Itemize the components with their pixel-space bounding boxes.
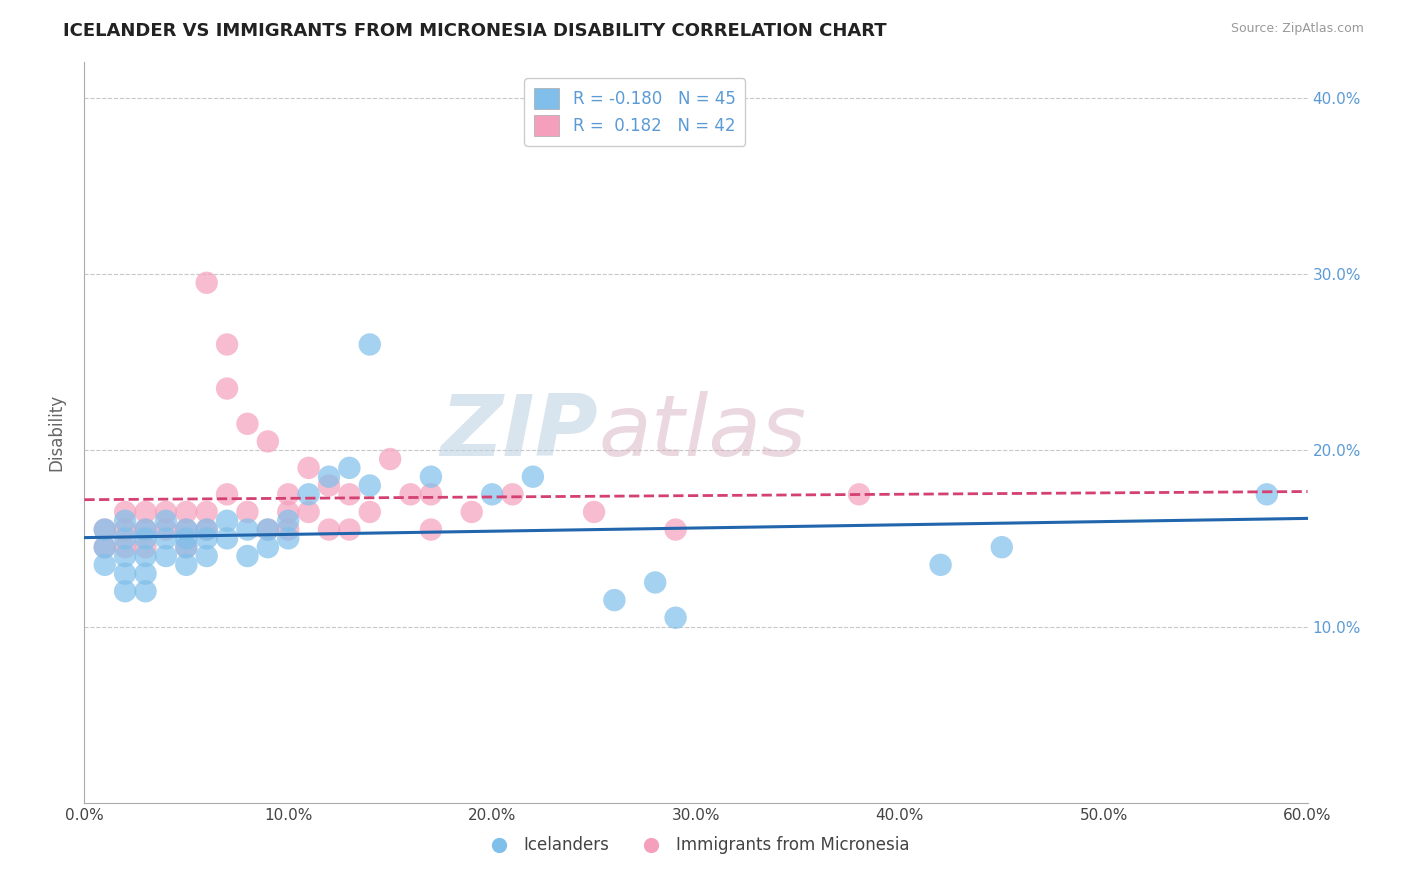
Point [603, 593, 626, 607]
Text: ICELANDER VS IMMIGRANTS FROM MICRONESIA DISABILITY CORRELATION CHART: ICELANDER VS IMMIGRANTS FROM MICRONESIA … [63, 22, 887, 40]
Point [991, 540, 1014, 554]
Point [339, 461, 361, 475]
Point [155, 505, 177, 519]
Point [195, 276, 218, 290]
Point [114, 532, 136, 546]
Text: atlas: atlas [598, 391, 806, 475]
Text: Source: ZipAtlas.com: Source: ZipAtlas.com [1230, 22, 1364, 36]
Point [155, 514, 177, 528]
Point [174, 558, 197, 572]
Point [420, 487, 443, 501]
Point [236, 417, 259, 431]
Point [359, 337, 381, 351]
Point [665, 610, 688, 624]
Point [174, 523, 197, 537]
Point [318, 478, 340, 492]
Point [114, 505, 136, 519]
Point [174, 505, 197, 519]
Point [195, 549, 218, 563]
Y-axis label: Disability: Disability [48, 394, 66, 471]
Point [217, 487, 239, 501]
Point [155, 523, 177, 537]
Point [522, 469, 544, 483]
Point [461, 505, 484, 519]
Point [359, 478, 381, 492]
Point [277, 523, 299, 537]
Point [217, 514, 239, 528]
Point [257, 540, 280, 554]
Point [195, 523, 218, 537]
Point [318, 523, 340, 537]
Point [135, 523, 157, 537]
Point [174, 540, 197, 554]
Point [217, 532, 239, 546]
Point [114, 514, 136, 528]
Point [135, 566, 157, 581]
Point [502, 487, 524, 501]
Point [114, 549, 136, 563]
Point [195, 532, 218, 546]
Point [380, 452, 402, 467]
Point [277, 532, 299, 546]
Point [481, 487, 503, 501]
Point [135, 505, 157, 519]
Point [93, 558, 115, 572]
Point [399, 487, 422, 501]
Point [257, 523, 280, 537]
Point [135, 532, 157, 546]
Point [277, 505, 299, 519]
Point [644, 575, 666, 590]
Point [236, 549, 259, 563]
Point [583, 505, 606, 519]
Point [135, 523, 157, 537]
Point [339, 487, 361, 501]
Point [277, 514, 299, 528]
Point [155, 549, 177, 563]
Point [174, 532, 197, 546]
Point [155, 532, 177, 546]
Point [174, 523, 197, 537]
Point [665, 523, 688, 537]
Point [93, 540, 115, 554]
Point [339, 523, 361, 537]
Point [298, 487, 321, 501]
Point [848, 487, 870, 501]
Point [93, 523, 115, 537]
Point [318, 469, 340, 483]
Point [298, 461, 321, 475]
Point [135, 540, 157, 554]
Point [1256, 487, 1278, 501]
Point [236, 523, 259, 537]
Point [420, 469, 443, 483]
Point [236, 505, 259, 519]
Point [298, 505, 321, 519]
Point [114, 566, 136, 581]
Point [217, 382, 239, 396]
Point [257, 434, 280, 449]
Point [257, 523, 280, 537]
Point [135, 549, 157, 563]
Point [359, 505, 381, 519]
Point [217, 337, 239, 351]
Point [93, 523, 115, 537]
Point [174, 540, 197, 554]
Point [135, 584, 157, 599]
Point [114, 523, 136, 537]
Point [114, 540, 136, 554]
Point [93, 540, 115, 554]
Point [420, 523, 443, 537]
Legend: Icelanders, Immigrants from Micronesia: Icelanders, Immigrants from Micronesia [475, 830, 917, 861]
Text: ZIP: ZIP [440, 391, 598, 475]
Point [114, 584, 136, 599]
Point [195, 505, 218, 519]
Point [929, 558, 952, 572]
Point [277, 487, 299, 501]
Point [195, 523, 218, 537]
